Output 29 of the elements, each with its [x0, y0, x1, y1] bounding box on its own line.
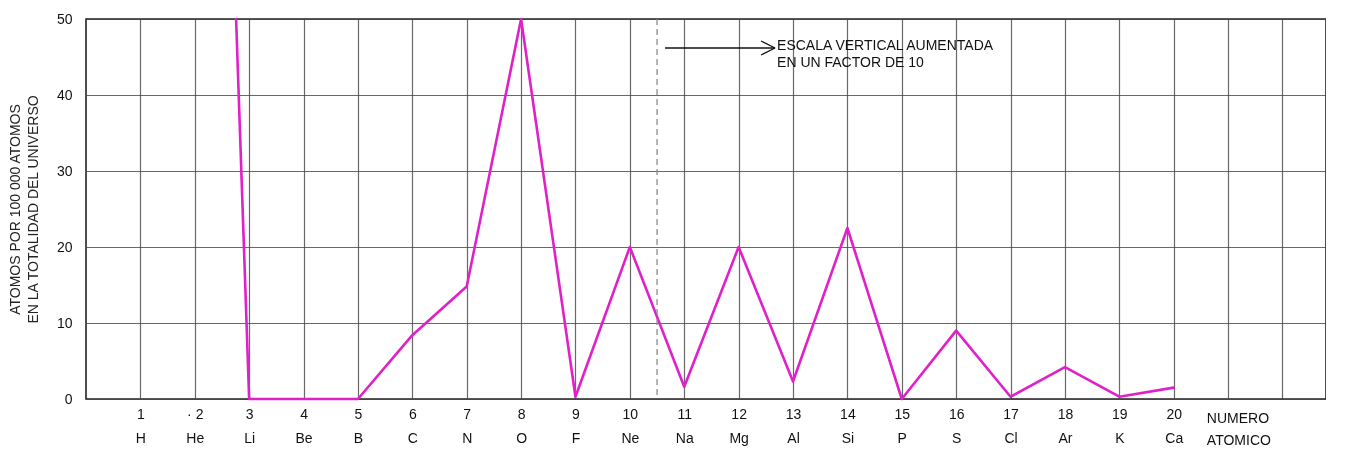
y-tick-label: 40: [56, 86, 73, 103]
x-tick-label: 11 Na: [675, 405, 694, 446]
x-tick-label: 14 Si: [840, 405, 856, 446]
x-tick-label: 18 Ar: [1057, 405, 1074, 446]
y-tick-label: 50: [56, 10, 73, 27]
x-tick-label: 9 F: [571, 405, 581, 446]
y-tick-label: 10: [56, 314, 73, 331]
x-tick-label: 5 B: [353, 405, 364, 446]
y-axis-title: ATOMOS POR 100 000 ATOMOS EN LA TOTALIDAD DEL UNIVERSO: [6, 95, 41, 324]
y-tick-label: 30: [56, 162, 73, 179]
x-tick-label: 20 Ca: [1165, 405, 1184, 446]
x-tick-label: 6 C: [407, 405, 418, 446]
x-tick-label: 12 Mg: [729, 405, 749, 446]
x-tick-label: 10 Ne: [621, 405, 640, 446]
x-tick-label: 4 Be: [295, 405, 313, 446]
x-tick-label: 13 Al: [785, 405, 802, 446]
x-tick-label: 16 S: [948, 405, 965, 446]
x-tick-label: · 2 He: [186, 405, 205, 446]
x-tick-label: 19 K: [1112, 405, 1128, 446]
x-tick-label: 3 Li: [244, 405, 256, 446]
y-tick-label: 0: [64, 390, 73, 407]
x-tick-label: 7 N: [462, 405, 473, 446]
line-series: [234, 17, 1176, 401]
x-axis-title: NUMERO ATOMICO: [1206, 409, 1271, 448]
x-tick-label: 15 P: [894, 405, 911, 446]
x-tick-label: 17 Cl: [1003, 405, 1020, 446]
x-tick-label: 1 H: [135, 405, 146, 446]
x-tick-label: 8 O: [516, 405, 528, 446]
y-tick-label: 20: [56, 238, 73, 255]
